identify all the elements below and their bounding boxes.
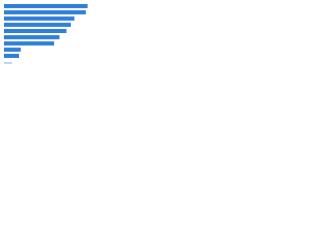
bar <box>4 53 19 58</box>
bar <box>4 41 55 46</box>
bar <box>4 35 60 40</box>
bar <box>4 16 75 21</box>
bar <box>4 10 86 15</box>
footer-mark <box>4 62 12 64</box>
bar <box>4 22 71 27</box>
bar <box>4 4 88 9</box>
chart <box>0 0 100 71</box>
bar <box>4 47 21 52</box>
bar <box>4 28 67 34</box>
